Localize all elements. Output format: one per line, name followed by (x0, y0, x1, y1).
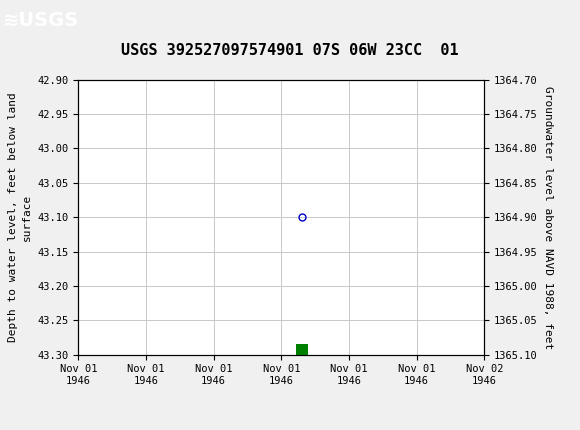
Text: USGS 392527097574901 07S 06W 23CC  01: USGS 392527097574901 07S 06W 23CC 01 (121, 43, 459, 58)
Y-axis label: Depth to water level, feet below land
surface: Depth to water level, feet below land su… (8, 92, 32, 342)
Bar (296, 344, 309, 358)
Legend: Period of approved data: Period of approved data (184, 427, 379, 430)
Text: ≋USGS: ≋USGS (3, 10, 79, 30)
Y-axis label: Groundwater level above NAVD 1988, feet: Groundwater level above NAVD 1988, feet (543, 86, 553, 349)
